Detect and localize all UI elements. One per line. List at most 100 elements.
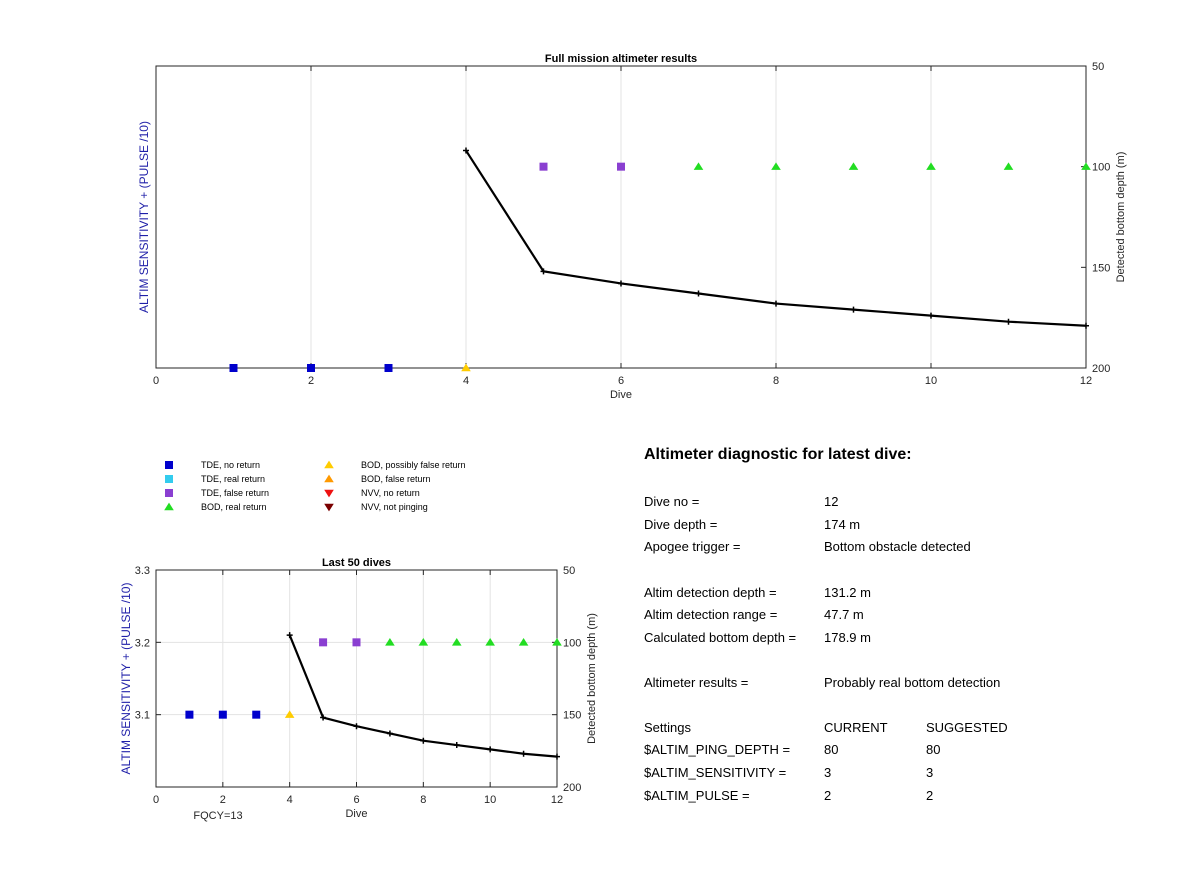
marker-dive-9 [451, 638, 462, 646]
marker-dive-6 [352, 638, 361, 647]
diag-label: Calculated bottom depth = [644, 630, 797, 645]
marker-dive-1 [185, 710, 194, 719]
marker-dive-7 [693, 162, 704, 170]
marker-dive-12 [552, 638, 562, 646]
marker-dive-11 [1003, 162, 1014, 170]
legend-marker-0 [165, 461, 173, 469]
diag-label: Altim detection depth = [644, 585, 777, 600]
diag-value: Bottom obstacle detected [824, 539, 971, 554]
diag-value: 178.9 m [824, 630, 871, 645]
diag-label: Altim detection range = [644, 607, 778, 622]
diagnostic-heading: Altimeter diagnostic for latest dive: [644, 446, 912, 463]
marker-dive-11 [518, 638, 529, 646]
settings-suggested: 2 [926, 788, 934, 803]
marker-dive-4 [284, 710, 295, 718]
legend-label: NVV, not pinging [361, 502, 428, 512]
legend-label: BOD, real return [201, 502, 267, 512]
legend-label: TDE, real return [201, 474, 265, 484]
y-left-tick-label: 3.2 [135, 637, 150, 649]
marker-dive-12 [1081, 162, 1091, 170]
bottom-depth-point [773, 300, 779, 307]
bottom-depth-point [1005, 318, 1012, 325]
legend-marker-1 [165, 475, 173, 483]
settings-label: $ALTIM_PING_DEPTH = [644, 742, 791, 757]
bottom-depth-point [463, 147, 469, 154]
bottom-depth-point [420, 737, 427, 744]
settings-label: $ALTIM_SENSITIVITY = [644, 765, 787, 780]
bottom-depth-point [540, 268, 547, 275]
bottom-depth-point [453, 742, 460, 749]
chart-title: Last 50 dives [322, 557, 391, 569]
marker-dive-4 [461, 363, 471, 372]
y-right-axis-label: Detected bottom depth (m) [586, 613, 598, 744]
fqcy-annotation: FQCY=13 [193, 810, 242, 822]
y-right-tick-label: 200 [563, 782, 581, 794]
x-tick-label: 10 [925, 375, 937, 387]
y-right-tick-label: 50 [1092, 61, 1104, 73]
y-right-tick-label: 150 [563, 710, 581, 722]
legend-label: NVV, no return [361, 488, 420, 498]
y-left-tick-label: 3.3 [135, 565, 150, 577]
x-tick-label: 2 [308, 375, 314, 387]
bottom-depth-point [850, 306, 857, 313]
x-tick-label: 8 [773, 375, 779, 387]
y-left-tick-label: 3.1 [135, 710, 150, 722]
chart-title: Full mission altimeter results [545, 53, 697, 65]
diag-label: Dive no = [644, 494, 700, 509]
marker-dive-7 [385, 638, 395, 646]
settings-current: 3 [824, 765, 832, 780]
marker-dive-10 [485, 638, 495, 646]
x-tick-label: 0 [153, 375, 159, 387]
bottom-depth-point [554, 753, 560, 760]
settings-label: Settings [644, 720, 691, 735]
y-left-axis-label: ALTIM SENSITIVITY + (PULSE /10) [119, 583, 133, 775]
y-right-tick-label: 150 [1092, 262, 1110, 274]
legend-label: TDE, no return [201, 460, 260, 470]
y-left-axis-label: ALTIM SENSITIVITY + (PULSE /10) [137, 121, 151, 313]
settings-current: 2 [824, 788, 832, 803]
legend-marker-7 [324, 503, 334, 512]
diag-value: 131.2 m [824, 585, 871, 600]
legend-label: BOD, possibly false return [361, 460, 466, 470]
x-tick-label: 2 [220, 794, 226, 806]
settings-current-header: CURRENT [824, 720, 888, 735]
legend-marker-4 [324, 460, 334, 469]
bottom-depth-point [695, 290, 702, 297]
settings-current: 80 [824, 742, 839, 757]
settings-suggested: 80 [926, 742, 941, 757]
legend-label: BOD, false return [361, 474, 431, 484]
x-axis-label: Dive [345, 808, 367, 820]
diag-label: Altimeter results = [644, 675, 749, 690]
marker-dive-5 [539, 162, 548, 171]
bottom-depth-point [286, 632, 293, 639]
y-right-tick-label: 100 [1092, 162, 1110, 174]
y-right-axis-label: Detected bottom depth (m) [1115, 152, 1127, 283]
bottom-depth-point [520, 750, 527, 757]
y-right-tick-label: 200 [1092, 363, 1110, 375]
x-tick-label: 0 [153, 794, 159, 806]
x-tick-label: 8 [420, 794, 426, 806]
diag-value: 47.7 m [824, 607, 864, 622]
marker-dive-5 [319, 638, 328, 647]
legend-marker-2 [165, 489, 173, 497]
x-axis-label: Dive [610, 389, 632, 401]
x-tick-label: 4 [463, 375, 469, 387]
diag-value: 174 m [824, 517, 861, 532]
x-tick-label: 6 [353, 794, 359, 806]
bottom-depth-point [386, 730, 393, 737]
x-tick-label: 6 [618, 375, 624, 387]
diag-value: Probably real bottom detection [824, 675, 1001, 690]
bottom-depth-point [618, 280, 624, 287]
marker-dive-3 [384, 364, 393, 372]
legend-marker-6 [324, 489, 334, 498]
marker-dive-8 [418, 638, 429, 646]
y-right-tick-label: 50 [563, 565, 575, 577]
y-right-tick-label: 100 [563, 637, 581, 649]
legend-label: TDE, false return [201, 488, 269, 498]
bottom-depth-point [320, 714, 327, 721]
marker-dive-1 [229, 364, 238, 372]
x-tick-label: 12 [1080, 375, 1092, 387]
bottom-depth-point [1083, 322, 1089, 329]
marker-dive-2 [218, 710, 227, 719]
